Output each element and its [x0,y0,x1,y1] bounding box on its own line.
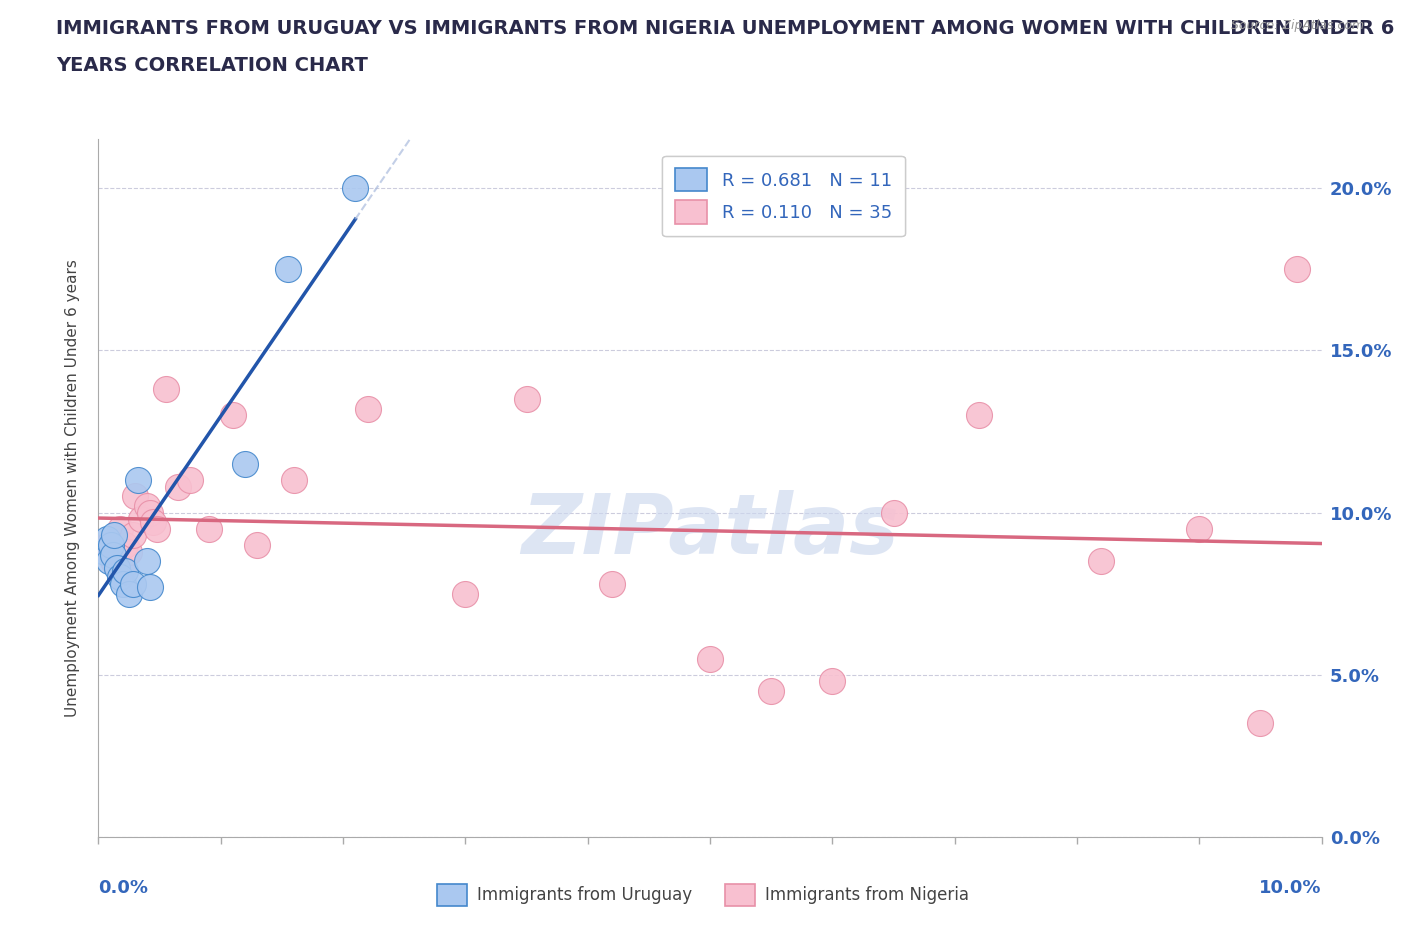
Point [103,528,125,543]
Point [197,522,219,537]
Point [121,577,143,591]
Y-axis label: Unemployment Among Women with Children Under 6 years: Unemployment Among Women with Children U… [65,259,80,717]
Point [246,538,269,552]
Point [883,505,905,520]
Point [967,408,990,423]
Text: 10.0%: 10.0% [1260,879,1322,897]
Point [1286,262,1309,277]
Point [277,262,299,277]
Legend: R = 0.681   N = 11, R = 0.110   N = 35: R = 0.681 N = 11, R = 0.110 N = 35 [662,155,904,236]
Point [114,538,136,552]
Point [97,538,120,552]
Point [118,544,141,559]
Text: IMMIGRANTS FROM URUGUAY VS IMMIGRANTS FROM NIGERIA UNEMPLOYMENT AMONG WOMEN WITH: IMMIGRANTS FROM URUGUAY VS IMMIGRANTS FR… [56,19,1395,37]
Text: Source: ZipAtlas.com: Source: ZipAtlas.com [1230,19,1364,32]
Point [100,544,122,559]
Point [600,577,623,591]
Point [110,570,132,585]
Point [136,498,159,513]
Point [356,402,378,417]
Point [1188,522,1211,537]
Point [761,684,783,698]
Point [155,382,177,397]
Point [344,180,367,195]
Point [1090,553,1112,568]
Point [129,512,152,526]
Point [101,553,124,568]
Point [101,548,124,563]
Text: YEARS CORRELATION CHART: YEARS CORRELATION CHART [56,56,368,74]
Text: ZIPatlas: ZIPatlas [522,489,898,571]
Point [105,531,128,546]
Text: 0.0%: 0.0% [98,879,149,897]
Point [127,472,149,487]
Point [1250,716,1272,731]
Point [124,489,146,504]
Point [96,531,118,546]
Point [821,674,844,689]
Point [118,586,141,601]
Point [98,553,121,568]
Point [100,538,122,552]
Point [93,544,115,559]
Point [110,522,132,537]
Point [179,472,201,487]
Point [139,579,162,594]
Point [121,528,143,543]
Point [142,515,165,530]
Legend: Immigrants from Uruguay, Immigrants from Nigeria: Immigrants from Uruguay, Immigrants from… [430,878,976,912]
Point [233,457,256,472]
Point [111,560,134,575]
Point [699,651,721,666]
Point [114,564,136,578]
Point [222,408,245,423]
Point [283,472,305,487]
Point [454,586,477,601]
Point [136,553,159,568]
Point [111,577,134,591]
Point [146,522,169,537]
Point [105,560,128,575]
Point [139,505,162,520]
Point [516,392,538,406]
Point [167,479,190,494]
